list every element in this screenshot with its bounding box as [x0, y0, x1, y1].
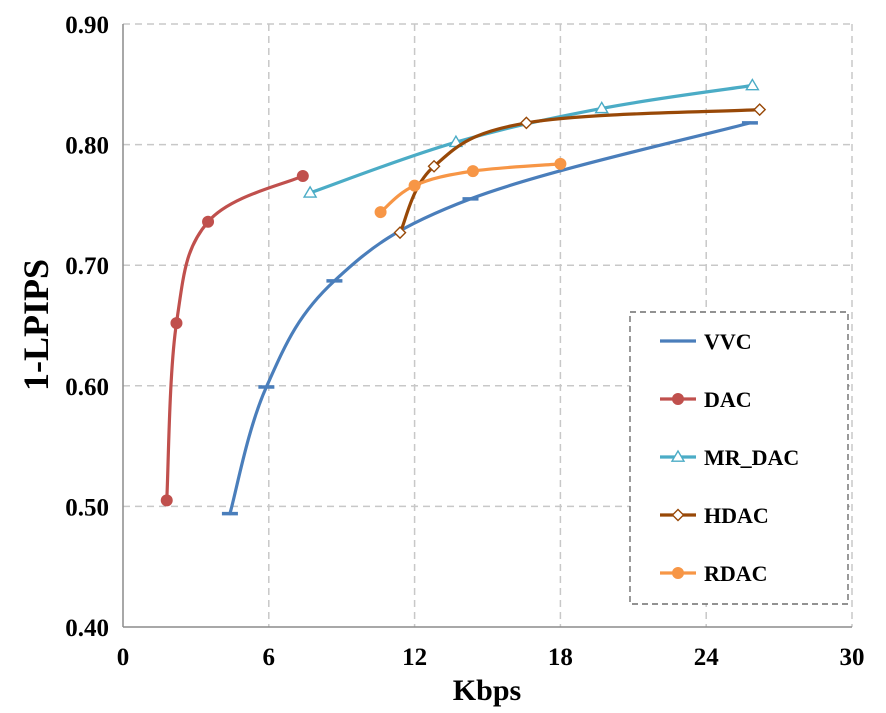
grid: [123, 23, 853, 627]
legend-marker-hdac: [671, 508, 685, 522]
legend-marker-mr-dac: [670, 449, 686, 462]
data-point-mr-dac: [745, 78, 760, 91]
legend-marker-rdac: [672, 567, 684, 579]
series-dac: [160, 169, 309, 507]
x-tick-label: 30: [840, 644, 865, 671]
axes: [122, 24, 852, 628]
data-point-mr-dac: [302, 185, 318, 198]
x-axis-title: Kbps: [453, 674, 521, 707]
legend-label-hdac: HDAC: [704, 503, 769, 528]
x-tick-label: 18: [548, 644, 573, 671]
series-rdac: [374, 157, 567, 219]
x-tick-label: 0: [117, 644, 130, 671]
y-tick-label: 0.40: [65, 615, 109, 642]
tick-labels: 0 6 12 18 24 30 0.40 0.50 0.60 0.70 0.80 0.90: [65, 12, 864, 671]
series-line-rdac: [378, 162, 562, 214]
y-tick-label: 0.90: [65, 12, 109, 39]
y-axis-title: 1-LPIPS: [16, 259, 56, 391]
data-point-dac: [296, 169, 309, 182]
series-layer: [160, 78, 767, 516]
data-point-rdac: [408, 179, 421, 192]
legend-item-dac: DAC: [660, 387, 752, 412]
series-vvc: [221, 121, 758, 516]
data-point-hdac: [427, 159, 441, 173]
legend-marker-dac: [672, 393, 684, 405]
legend-item-rdac: RDAC: [660, 561, 768, 586]
legend-item-mr-dac: MR_DAC: [660, 445, 799, 470]
x-tick-label: 12: [402, 644, 427, 671]
data-point-dac: [170, 317, 183, 330]
data-point-mr-dac: [594, 101, 609, 114]
data-point-hdac: [519, 116, 533, 130]
data-point-hdac: [393, 226, 407, 240]
y-tick-label: 0.70: [65, 253, 109, 280]
series-line-vvc: [228, 121, 752, 516]
y-tick-label: 0.60: [65, 374, 109, 401]
legend-label-rdac: RDAC: [704, 561, 768, 586]
x-tick-label: 24: [694, 644, 720, 671]
data-point-rdac: [466, 165, 479, 178]
y-tick-label: 0.50: [65, 494, 109, 521]
legend-label-vvc: VVC: [704, 329, 752, 354]
x-tick-label: 6: [263, 644, 276, 671]
legend-item-hdac: HDAC: [660, 503, 769, 528]
legend-label-dac: DAC: [704, 387, 752, 412]
legend-item-vvc: VVC: [660, 329, 752, 354]
legend-label-mr-dac: MR_DAC: [704, 445, 799, 470]
y-tick-label: 0.80: [65, 133, 109, 160]
data-point-rdac: [374, 206, 387, 219]
series-hdac: [393, 103, 767, 240]
data-point-dac: [202, 215, 215, 228]
legend: VVC DAC MR_DAC HDAC RDAC: [629, 311, 849, 605]
data-point-dac: [160, 494, 173, 507]
data-point-hdac: [753, 103, 767, 117]
series-line-dac: [165, 174, 305, 502]
data-point-rdac: [554, 157, 567, 170]
